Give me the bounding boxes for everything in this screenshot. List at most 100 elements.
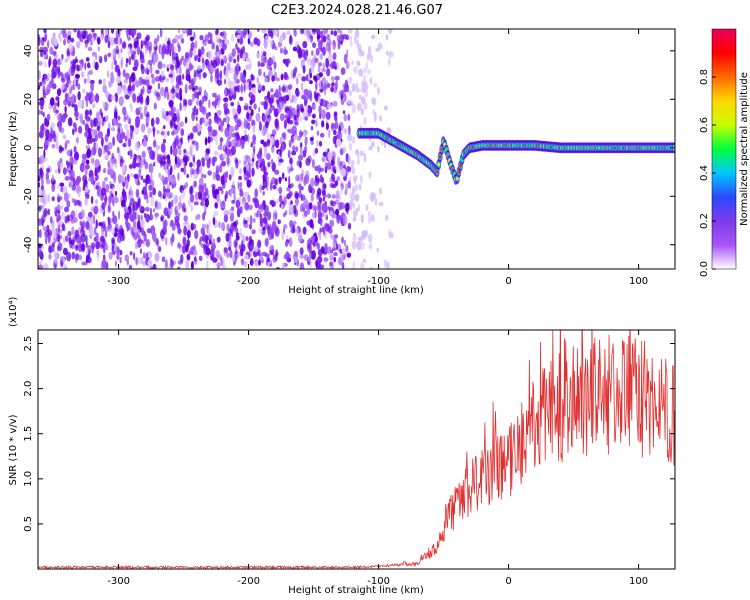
noise-speckle (110, 195, 115, 204)
noise-speckle (136, 220, 141, 230)
noise-speckle (212, 217, 216, 226)
noise-speckle (104, 154, 109, 160)
noise-speckle (87, 211, 93, 218)
noise-speckle (147, 59, 153, 66)
noise-speckle (172, 141, 177, 149)
noise-speckle (352, 175, 358, 182)
noise-speckle (132, 93, 137, 103)
noise-speckle (321, 109, 326, 120)
noise-speckle (129, 76, 132, 86)
noise-speckle (132, 153, 135, 159)
noise-speckle (355, 86, 359, 93)
noise-speckle (343, 239, 347, 247)
noise-speckle (193, 105, 197, 112)
noise-speckle (317, 164, 321, 174)
noise-speckle (348, 35, 353, 43)
noise-speckle (225, 148, 231, 157)
noise-speckle (358, 94, 362, 100)
noise-speckle (176, 34, 182, 40)
noise-speckle (358, 68, 364, 77)
noise-speckle (298, 185, 303, 191)
noise-speckle (386, 127, 392, 134)
noise-speckle (154, 38, 158, 45)
noise-speckle (320, 30, 324, 39)
noise-speckle (70, 37, 75, 43)
noise-speckle (179, 102, 182, 112)
noise-speckle (243, 155, 247, 161)
noise-speckle (38, 205, 41, 212)
noise-speckle (262, 173, 267, 179)
noise-speckle (175, 62, 178, 71)
noise-speckle (288, 237, 293, 247)
noise-speckle (110, 127, 116, 132)
noise-speckle (113, 37, 119, 45)
noise-speckle (236, 207, 241, 218)
noise-speckle (50, 77, 54, 87)
noise-speckle (285, 94, 290, 102)
noise-speckle (225, 140, 229, 147)
noise-speckle (84, 95, 89, 102)
noise-speckle (227, 240, 232, 248)
noise-speckle (170, 88, 176, 94)
noise-speckle (226, 155, 230, 165)
noise-speckle (212, 257, 218, 263)
noise-speckle (38, 61, 43, 66)
noise-speckle (135, 188, 140, 198)
noise-speckle (327, 83, 331, 88)
noise-speckle (314, 179, 320, 187)
noise-speckle (53, 251, 58, 258)
noise-speckle (252, 125, 256, 133)
noise-speckle (38, 182, 41, 188)
noise-speckle (77, 191, 81, 198)
noise-speckle (73, 145, 77, 154)
noise-speckle (286, 30, 291, 35)
snr-ylabel: SNR (10 * v/v) (8, 414, 19, 485)
noise-speckle (192, 125, 198, 133)
noise-speckle (57, 99, 60, 108)
noise-speckle (339, 29, 343, 36)
noise-speckle (226, 117, 228, 125)
noise-speckle (257, 251, 262, 256)
noise-speckle (139, 112, 144, 120)
noise-speckle (130, 149, 133, 158)
noise-speckle (267, 161, 271, 168)
colorbar-tick-label: 0.4 (699, 165, 710, 181)
noise-speckle (161, 45, 167, 55)
noise-speckle (211, 42, 215, 50)
noise-speckle (62, 134, 67, 140)
noise-speckle (299, 254, 305, 259)
noise-speckle (193, 201, 199, 206)
colorbar-tick-label: 0.6 (699, 117, 710, 133)
noise-speckle (321, 246, 325, 254)
noise-speckle (113, 108, 118, 116)
noise-speckle (246, 57, 251, 63)
noise-speckle (119, 156, 123, 163)
noise-speckle (39, 170, 44, 179)
noise-speckle (85, 57, 90, 62)
noise-speckle (178, 148, 182, 156)
noise-speckle (228, 125, 235, 133)
noise-speckle (190, 204, 193, 212)
noise-speckle (190, 222, 195, 231)
noise-speckle (144, 67, 150, 75)
noise-speckle (64, 266, 67, 269)
noise-speckle (48, 55, 52, 66)
noise-speckle (365, 61, 369, 69)
noise-speckle (192, 47, 197, 57)
noise-speckle (311, 119, 316, 125)
noise-speckle (136, 155, 141, 160)
noise-speckle (160, 130, 165, 136)
noise-speckle (326, 34, 331, 40)
noise-speckle (56, 131, 59, 140)
noise-speckle (146, 95, 150, 106)
noise-speckle (185, 259, 190, 269)
noise-speckle (79, 63, 83, 71)
noise-speckle (121, 43, 126, 49)
noise-speckle (105, 183, 110, 193)
noise-speckle (386, 50, 389, 56)
noise-speckle (168, 73, 173, 78)
noise-speckle (90, 175, 94, 185)
noise-speckle (229, 188, 232, 198)
noise-speckle (201, 96, 205, 105)
noise-speckle (91, 129, 97, 137)
